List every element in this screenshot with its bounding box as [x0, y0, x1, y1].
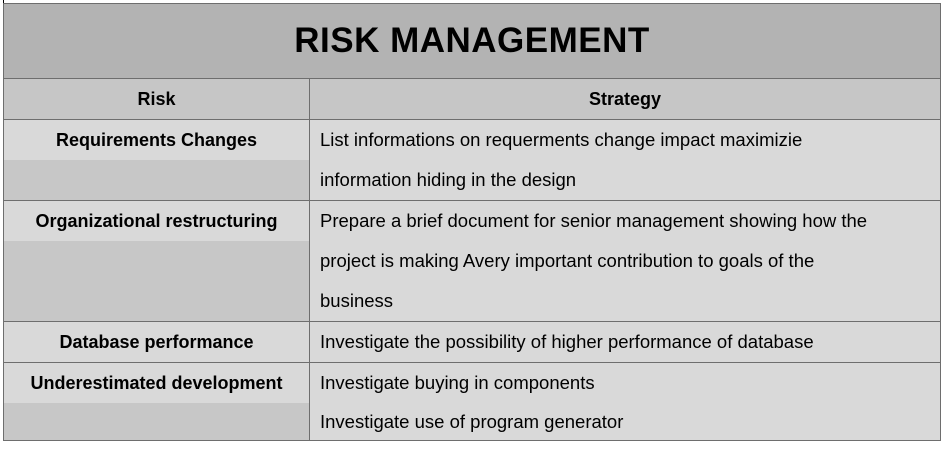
risk-cell: Requirements Changes	[3, 119, 310, 201]
strategy-line: project is making Avery important contri…	[320, 250, 815, 271]
strategy-cell: Investigate the possibility of higher pe…	[309, 321, 941, 363]
strategy-cell: Investigate buying in components Investi…	[309, 362, 941, 441]
table-row: Underestimated development Investigate b…	[3, 362, 941, 441]
risk-label: Underestimated development	[4, 363, 309, 403]
strategy-cell: Prepare a brief document for senior mana…	[309, 200, 941, 322]
risk-cell: Database performance	[3, 321, 310, 363]
strategy-line: Investigate the possibility of higher pe…	[320, 331, 814, 352]
strategy-line: information hiding in the design	[320, 169, 577, 190]
strategy-line: Prepare a brief document for senior mana…	[320, 210, 868, 231]
strategy-line: Investigate buying in components	[320, 372, 595, 393]
title-row: RISK MANAGEMENT	[3, 3, 941, 79]
strategy-line: List informations on requerments change …	[320, 129, 803, 150]
header-row: Risk Strategy	[3, 78, 941, 120]
risk-label: Organizational restructuring	[4, 201, 309, 241]
page-corner-mark	[3, 0, 4, 4]
risk-cell: Organizational restructuring	[3, 200, 310, 322]
table-row: Requirements Changes List informations o…	[3, 119, 941, 201]
column-header-strategy: Strategy	[309, 78, 941, 120]
strategy-cell: List informations on requerments change …	[309, 119, 941, 201]
strategy-line: business	[320, 290, 394, 311]
table-row: Organizational restructuring Prepare a b…	[3, 200, 941, 322]
column-header-risk: Risk	[3, 78, 310, 120]
risk-label: Database performance	[4, 322, 309, 362]
table-title: RISK MANAGEMENT	[3, 3, 941, 79]
strategy-line: Investigate use of program generator	[320, 411, 624, 432]
risk-management-table: RISK MANAGEMENT Risk Strategy Requiremen…	[3, 3, 941, 441]
risk-label: Requirements Changes	[4, 120, 309, 160]
risk-cell: Underestimated development	[3, 362, 310, 441]
table-row: Database performance Investigate the pos…	[3, 321, 941, 363]
